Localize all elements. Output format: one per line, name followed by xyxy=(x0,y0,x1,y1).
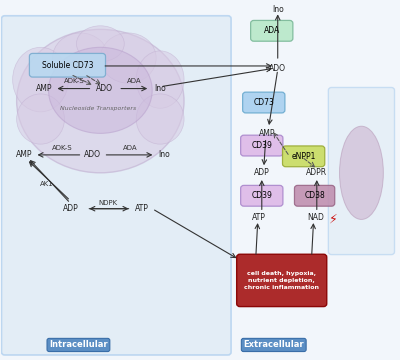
Text: ADO: ADO xyxy=(96,84,113,93)
Text: Nucleoside Transporters: Nucleoside Transporters xyxy=(60,106,136,111)
Ellipse shape xyxy=(13,47,68,112)
Ellipse shape xyxy=(136,94,184,144)
FancyBboxPatch shape xyxy=(29,53,106,77)
Text: ADA: ADA xyxy=(123,145,138,151)
Text: Soluble CD73: Soluble CD73 xyxy=(42,61,93,70)
Text: ADP: ADP xyxy=(254,168,270,177)
Text: ATP: ATP xyxy=(252,213,266,222)
Text: ⚡: ⚡ xyxy=(329,213,338,226)
Text: cell death, hypoxia,
nutrient depletion,
chronic inflammation: cell death, hypoxia, nutrient depletion,… xyxy=(244,271,319,289)
Text: ADA: ADA xyxy=(264,26,280,35)
Text: NDPK: NDPK xyxy=(99,200,118,206)
Text: AMP: AMP xyxy=(36,84,53,93)
Text: eNPP1: eNPP1 xyxy=(292,152,316,161)
Text: Ino: Ino xyxy=(158,150,170,159)
FancyBboxPatch shape xyxy=(2,16,231,355)
Ellipse shape xyxy=(52,33,108,83)
Text: AMP: AMP xyxy=(16,150,33,159)
Text: ADK-S: ADK-S xyxy=(64,78,85,84)
Text: ADO: ADO xyxy=(269,64,286,73)
FancyBboxPatch shape xyxy=(241,135,283,156)
FancyBboxPatch shape xyxy=(237,254,327,307)
Text: CD73: CD73 xyxy=(253,98,274,107)
Text: ADK-S: ADK-S xyxy=(52,145,73,151)
Text: NAD: NAD xyxy=(307,213,324,222)
Text: Extracellular: Extracellular xyxy=(244,341,304,350)
FancyBboxPatch shape xyxy=(328,87,394,255)
Text: CD38: CD38 xyxy=(304,191,325,200)
Text: ADP: ADP xyxy=(62,204,78,213)
Ellipse shape xyxy=(48,47,152,134)
Text: ADPR: ADPR xyxy=(306,168,327,177)
Text: ADO: ADO xyxy=(84,150,101,159)
Ellipse shape xyxy=(76,26,124,62)
Text: ATP: ATP xyxy=(135,204,149,213)
FancyBboxPatch shape xyxy=(241,185,283,206)
Text: Ino: Ino xyxy=(154,84,166,93)
Ellipse shape xyxy=(340,126,383,220)
Ellipse shape xyxy=(17,30,184,173)
FancyBboxPatch shape xyxy=(282,146,325,167)
FancyBboxPatch shape xyxy=(251,21,293,41)
Text: AK1: AK1 xyxy=(40,181,54,186)
FancyBboxPatch shape xyxy=(294,185,335,206)
Ellipse shape xyxy=(136,51,184,108)
Text: CD39: CD39 xyxy=(251,191,272,200)
Ellipse shape xyxy=(17,94,64,144)
Text: AMP: AMP xyxy=(259,129,275,138)
FancyBboxPatch shape xyxy=(243,92,285,113)
Text: ADA: ADA xyxy=(127,78,142,84)
Text: Ino: Ino xyxy=(272,5,284,14)
Text: CD39: CD39 xyxy=(251,141,272,150)
Text: Intracellular: Intracellular xyxy=(49,341,108,350)
Ellipse shape xyxy=(100,33,156,83)
